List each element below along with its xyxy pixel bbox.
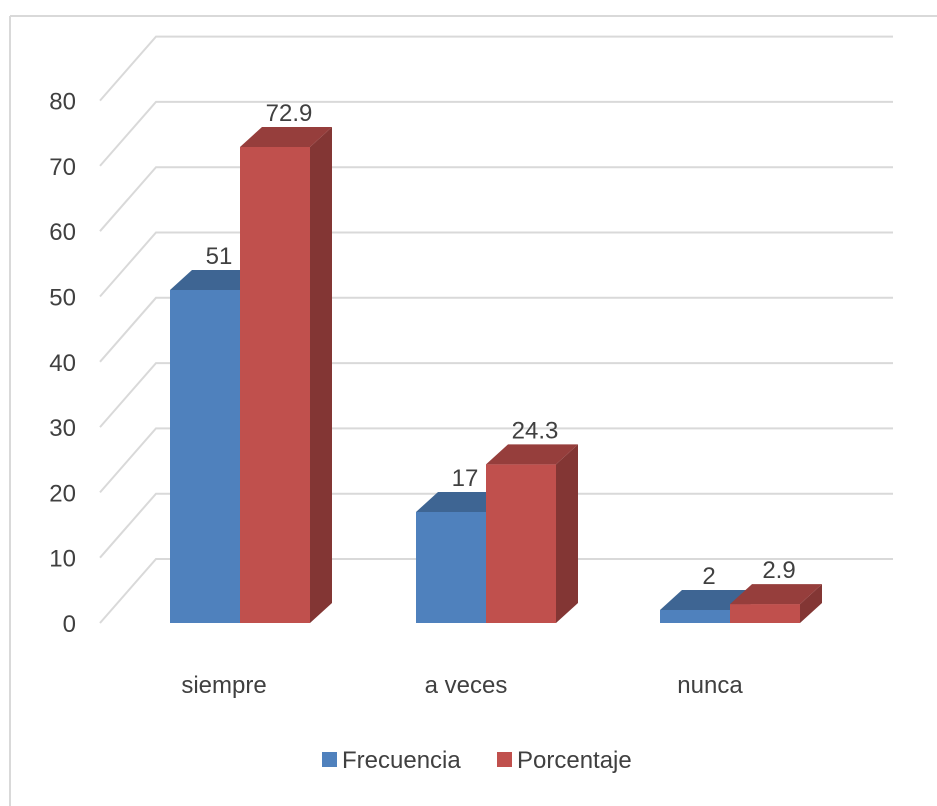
data-label: 51: [206, 243, 233, 270]
legend-label: Frecuencia: [342, 747, 461, 774]
legend-label: Porcentaje: [517, 747, 632, 774]
y-tick-label: 80: [49, 89, 76, 116]
legend-item-frecuencia: Frecuencia: [322, 747, 461, 774]
data-labels: 51 72.9 17 24.3 2 2.9: [206, 100, 796, 590]
data-label: 2.9: [762, 557, 795, 584]
bar-porcentaje-a-veces: [486, 444, 578, 623]
bar-front: [660, 609, 730, 623]
bar-top: [486, 444, 578, 465]
y-tick-label: 70: [49, 154, 76, 181]
bar-top: [240, 126, 332, 147]
bar-side: [800, 584, 822, 623]
bar-top: [730, 584, 822, 605]
data-label: 24.3: [512, 417, 559, 444]
bar-front: [416, 511, 486, 623]
bar-porcentaje-siempre: [240, 126, 332, 623]
bar-top: [660, 589, 752, 610]
gridline: [99, 296, 893, 363]
gridline: [99, 558, 893, 624]
y-tick-label: 40: [49, 350, 76, 377]
legend-swatch: [497, 752, 512, 767]
category-label: siempre: [181, 672, 266, 699]
bar-front: [486, 464, 556, 623]
legend: Frecuencia Porcentaje: [322, 747, 632, 774]
y-tick-label: 0: [63, 611, 76, 638]
gridline: [99, 35, 893, 102]
category-label: a veces: [425, 672, 508, 699]
bar-side: [310, 126, 332, 623]
category-label: nunca: [677, 672, 743, 699]
bars: [170, 126, 822, 623]
gridline: [99, 231, 893, 298]
y-tick-label: 10: [49, 546, 76, 573]
y-tick-label: 30: [49, 415, 76, 442]
bar-top: [416, 491, 508, 512]
gridline: [99, 427, 893, 494]
bar-front: [730, 604, 800, 623]
bar-top: [170, 269, 262, 290]
bar-side: [556, 444, 578, 623]
gridlines: [99, 35, 893, 624]
gridline: [99, 100, 893, 167]
gridline: [99, 492, 893, 559]
y-tick-label: 60: [49, 219, 76, 246]
bar-porcentaje-nunca: [730, 584, 822, 623]
bar-front: [240, 146, 310, 623]
gridline: [99, 166, 893, 232]
y-tick-label: 50: [49, 285, 76, 312]
y-tick-label: 20: [49, 480, 76, 507]
legend-swatch: [322, 752, 337, 767]
gridline: [99, 362, 893, 428]
data-label: 72.9: [266, 100, 313, 127]
data-label: 17: [452, 465, 479, 492]
y-axis: 0 10 20 30 40 50 60 70 80: [49, 89, 76, 638]
legend-item-porcentaje: Porcentaje: [497, 747, 632, 774]
data-label: 2: [702, 563, 715, 590]
bar-front: [170, 289, 240, 623]
x-axis: siempre a veces nunca: [181, 672, 743, 699]
